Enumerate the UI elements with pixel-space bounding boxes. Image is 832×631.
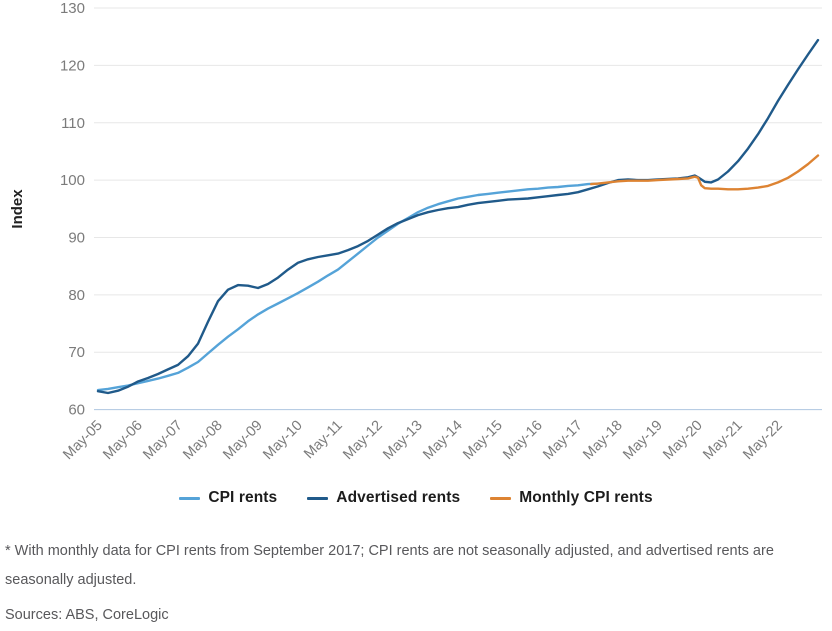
chart-legend: CPI rents Advertised rents Monthly CPI r… <box>0 485 832 511</box>
y-tick-label: 110 <box>61 115 85 132</box>
x-tick-label: May-13 <box>380 418 426 464</box>
x-tick-label: May-22 <box>740 418 786 464</box>
y-tick-label: 70 <box>68 344 85 361</box>
series-lines <box>96 38 820 395</box>
y-axis-title: Index <box>9 189 26 229</box>
legend-label: CPI rents <box>208 489 278 506</box>
y-tick-label: 130 <box>60 0 85 17</box>
x-tick-label: May-11 <box>301 418 346 463</box>
x-tick-labels: May-05May-06May-07May-08May-09May-10May-… <box>60 418 786 464</box>
cpi-rents-swatch-icon <box>179 496 201 500</box>
legend-label: Monthly CPI rents <box>519 489 653 506</box>
gridlines <box>94 7 822 411</box>
chart-sources: Sources: ABS, CoreLogic <box>5 607 169 623</box>
x-tick-label: May-06 <box>100 418 146 464</box>
x-tick-label: May-08 <box>180 418 226 464</box>
x-tick-label: May-10 <box>260 418 306 464</box>
y-tick-label: 120 <box>60 57 85 74</box>
legend-item-advertised-rents[interactable]: Advertised rents <box>307 489 460 507</box>
y-tick-label: 60 <box>68 402 85 419</box>
y-tick-label: 90 <box>68 229 85 246</box>
x-tick-label: May-07 <box>140 418 186 464</box>
y-tick-label: 100 <box>60 172 85 189</box>
x-tick-label: May-20 <box>660 418 706 464</box>
x-tick-label: May-05 <box>60 418 106 464</box>
chart-footnote: * With monthly data for CPI rents from S… <box>5 543 774 588</box>
x-tick-label: May-18 <box>580 418 626 464</box>
x-tick-label: May-14 <box>420 418 466 464</box>
legend-item-monthly-cpi-rents[interactable]: Monthly CPI rents <box>490 489 653 507</box>
x-tick-label: May-15 <box>460 418 506 464</box>
cpi-rents-line <box>96 182 600 392</box>
legend-item-cpi-rents[interactable]: CPI rents <box>179 489 277 507</box>
legend-label: Advertised rents <box>336 489 461 506</box>
x-tick-label: May-19 <box>620 418 666 464</box>
monthly-cpi-rents-line <box>590 154 820 191</box>
advertised-rents-line <box>96 38 820 395</box>
x-tick-label: May-16 <box>500 418 546 464</box>
y-tick-labels: 60 70 80 90 100 110 120 130 <box>60 0 85 419</box>
y-tick-label: 80 <box>68 287 85 304</box>
x-tick-label: May-12 <box>340 418 386 464</box>
x-tick-label: May-09 <box>220 418 266 464</box>
x-tick-label: May-21 <box>700 418 746 464</box>
advertised-rents-swatch-icon <box>307 496 329 500</box>
x-tick-label: May-17 <box>540 418 586 464</box>
monthly-cpi-rents-swatch-icon <box>490 496 512 500</box>
